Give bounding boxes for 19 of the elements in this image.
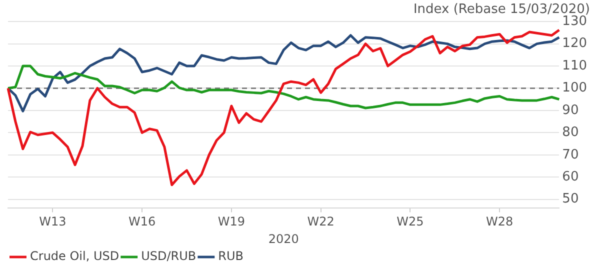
y-tick-label: 100: [562, 80, 588, 96]
y-tick-label: 110: [562, 58, 588, 74]
y-tick-label: 130: [562, 14, 588, 29]
x-tick-label: W19: [218, 214, 246, 229]
y-tick-label: 90: [562, 102, 579, 118]
x-axis-title: 2020: [268, 232, 299, 246]
y-tick-label: 80: [562, 125, 579, 140]
legend-label: RUB: [218, 249, 244, 264]
x-tick-label: W16: [128, 214, 156, 229]
x-tick-label: W25: [396, 214, 424, 229]
x-tick-label: W22: [307, 214, 334, 229]
x-tick-label: W13: [39, 214, 66, 229]
y-tick-label: 70: [562, 147, 579, 162]
legend-label: Crude Oil, USD: [30, 249, 120, 264]
x-tick-label: W28: [486, 214, 514, 229]
legend-label: USD/RUB: [141, 249, 196, 264]
y-tick-label: 60: [562, 169, 579, 184]
y-tick-label: 120: [562, 36, 588, 52]
y-tick-label: 50: [562, 192, 579, 207]
